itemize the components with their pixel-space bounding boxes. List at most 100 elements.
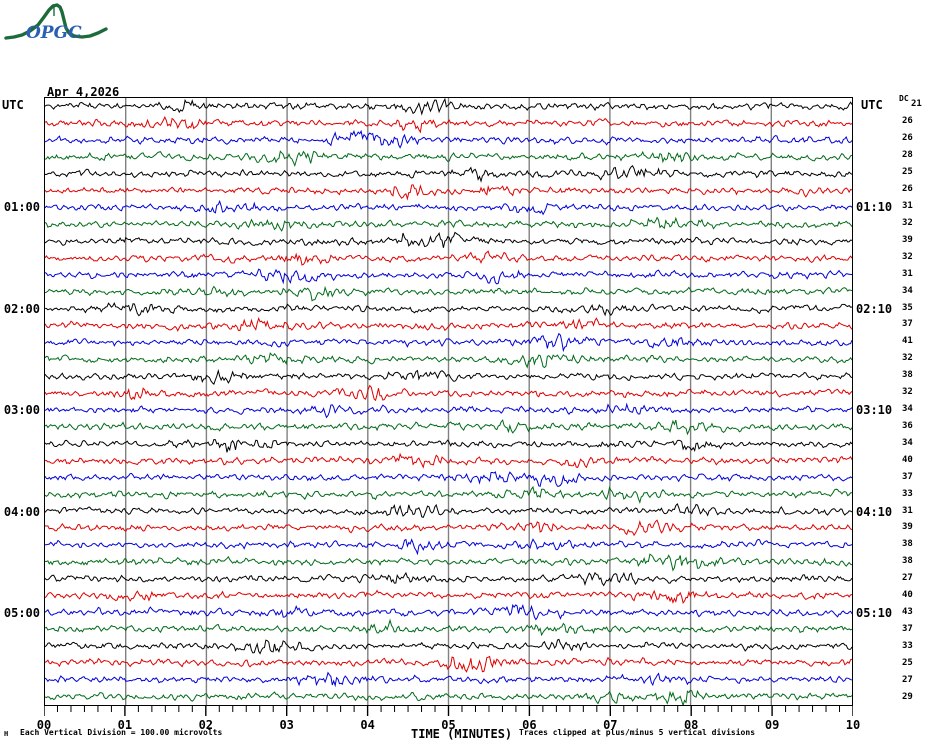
trace-row	[45, 689, 852, 705]
x-tick-label: 03	[279, 718, 294, 732]
dc-header-first-value: 21	[911, 99, 922, 109]
x-tick-label: 06	[522, 718, 537, 732]
right-hour-label-2: 03:10	[856, 403, 893, 417]
trace-row	[45, 571, 852, 587]
trace-row	[45, 439, 852, 453]
trace-row	[45, 419, 852, 436]
trace-row	[45, 199, 852, 216]
trace-row	[45, 671, 852, 688]
opgc-logo-graphic: OPGC	[4, 3, 108, 43]
x-tick-label: 00	[36, 718, 52, 732]
dc-value: 34	[902, 285, 913, 296]
dc-value: 36	[902, 420, 913, 431]
x-tick-label: 10	[845, 718, 861, 732]
x-axis-ticks	[44, 706, 853, 716]
dc-value: 35	[902, 302, 913, 313]
dc-value: 37	[902, 319, 913, 330]
trace-row	[45, 603, 852, 621]
x-tick-label: 07	[603, 718, 618, 732]
trace-row	[45, 384, 852, 402]
trace-row	[45, 503, 852, 518]
seismogram-plot[interactable]	[44, 97, 853, 706]
dc-value: 40	[902, 590, 913, 600]
x-axis-title: TIME (MINUTES)	[411, 727, 513, 741]
opgc-logo-text: OPGC	[26, 23, 82, 43]
dc-value: 27	[902, 573, 913, 584]
trace-row	[45, 115, 852, 134]
dc-value: 25	[902, 167, 913, 178]
trace-row	[45, 98, 852, 116]
dc-value: 26	[902, 133, 913, 144]
trace-row	[45, 618, 852, 637]
trace-row	[45, 250, 852, 266]
right-hour-label-4: 05:10	[856, 606, 893, 620]
dc-value: 34	[902, 437, 913, 448]
trace-row	[45, 471, 852, 487]
dc-value: 31	[902, 201, 913, 211]
trace-row	[45, 285, 852, 302]
trace-row	[45, 184, 852, 201]
trace-row	[45, 216, 852, 232]
dc-value: 43	[902, 607, 913, 617]
dc-value: 40	[902, 454, 913, 465]
footer-clip-note: Traces clipped at plus/minus 5 vertical …	[519, 728, 756, 737]
trace-row	[45, 452, 852, 469]
x-tick-label: 09	[764, 718, 780, 732]
dc-value: 37	[902, 471, 913, 482]
x-axis: 00 01 02 03 04 05 06 07 08 09 10	[37, 706, 860, 732]
dc-column-header: DC	[899, 94, 909, 103]
trace-row	[45, 485, 852, 505]
dc-value: 37	[902, 623, 913, 634]
x-tick-label: 01	[117, 718, 133, 732]
left-hour-label-2: 03:00	[3, 403, 40, 417]
dc-value: 29	[902, 691, 913, 702]
trace-row	[45, 368, 852, 386]
footer-scale-note: Each Vertical Division = 100.00 microvol…	[20, 728, 223, 737]
dc-value: 41	[902, 336, 913, 347]
x-tick-label: 08	[683, 718, 699, 732]
x-tick-label: 02	[198, 718, 214, 732]
dc-value: 26	[902, 116, 913, 127]
trace-row	[45, 302, 852, 317]
trace-row	[45, 553, 852, 572]
opgc-logo: OPGC	[4, 2, 112, 48]
dc-value: 31	[902, 268, 913, 279]
left-axis-header: UTC	[2, 98, 24, 112]
trace-row	[45, 352, 852, 369]
trace-row	[45, 150, 852, 168]
dc-value: 33	[902, 640, 913, 651]
dc-value: 38	[902, 370, 913, 381]
left-hour-label-1: 02:00	[3, 301, 40, 316]
trace-row	[45, 638, 852, 655]
left-hour-label-4: 05:00	[3, 606, 40, 620]
trace-row	[45, 402, 852, 419]
dc-value: 27	[902, 674, 913, 685]
trace-row	[45, 332, 852, 353]
trace-row	[45, 519, 852, 537]
right-hour-label-0: 01:10	[856, 200, 893, 214]
trace-row	[45, 655, 852, 673]
dc-value: 38	[902, 556, 913, 567]
right-axis-header: UTC	[861, 98, 883, 112]
x-tick-label: 05	[441, 718, 456, 732]
dc-value: 28	[902, 150, 913, 161]
dc-value: 25	[902, 657, 913, 668]
trace-row	[45, 129, 852, 149]
dc-value: 34	[902, 404, 913, 414]
dc-value: 39	[902, 234, 913, 245]
header-date: Apr 4,2026	[47, 85, 120, 99]
plot-gridlines	[125, 98, 772, 705]
dc-value: 33	[902, 488, 913, 499]
trace-row	[45, 538, 852, 556]
left-hour-label-0: 01:00	[3, 200, 40, 214]
trace-row	[45, 268, 852, 285]
dc-value: 39	[902, 522, 913, 533]
trace-row	[45, 165, 852, 183]
trace-row	[45, 231, 852, 248]
x-tick-label: 04	[360, 718, 375, 732]
dc-value: 32	[902, 353, 913, 364]
dc-value: 26	[902, 184, 913, 194]
trace-row	[45, 317, 852, 332]
right-hour-label-1: 02:10	[856, 301, 893, 316]
trace-row	[45, 589, 852, 604]
